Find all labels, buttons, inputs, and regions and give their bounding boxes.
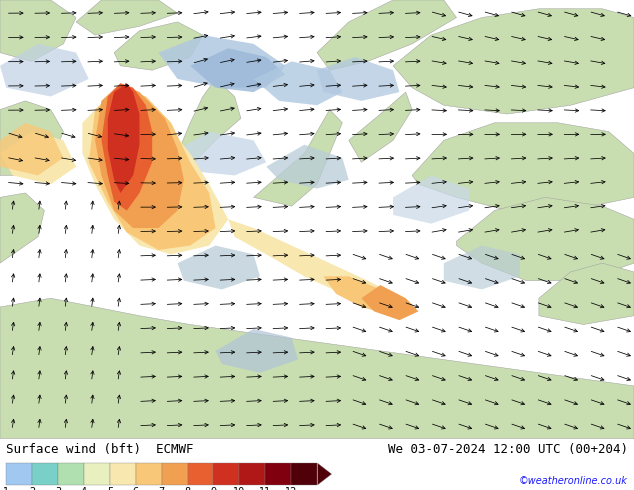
Text: Surface wind (bft)  ECMWF: Surface wind (bft) ECMWF — [6, 442, 194, 456]
Bar — [188, 463, 214, 485]
Bar — [136, 463, 162, 485]
FancyArrow shape — [318, 463, 332, 485]
Polygon shape — [216, 329, 298, 373]
Polygon shape — [0, 298, 634, 439]
Polygon shape — [228, 220, 393, 307]
Bar — [240, 463, 265, 485]
Polygon shape — [95, 83, 184, 228]
Polygon shape — [146, 140, 190, 197]
Bar — [265, 463, 291, 485]
Polygon shape — [82, 97, 228, 254]
Polygon shape — [412, 123, 634, 211]
Bar — [6, 463, 32, 485]
Bar — [110, 463, 136, 485]
Bar — [291, 463, 317, 485]
Text: 2: 2 — [29, 488, 36, 490]
Text: ©weatheronline.co.uk: ©weatheronline.co.uk — [519, 476, 628, 486]
Polygon shape — [254, 61, 342, 105]
Polygon shape — [539, 263, 634, 324]
Polygon shape — [456, 197, 634, 281]
Polygon shape — [158, 35, 285, 88]
Text: 12: 12 — [285, 488, 297, 490]
Polygon shape — [254, 110, 342, 206]
Polygon shape — [0, 0, 76, 61]
Polygon shape — [178, 79, 241, 167]
Text: 6: 6 — [133, 488, 139, 490]
Polygon shape — [361, 285, 418, 320]
Bar — [162, 463, 188, 485]
Polygon shape — [0, 101, 63, 175]
Polygon shape — [0, 44, 89, 97]
Polygon shape — [76, 0, 178, 35]
Text: 7: 7 — [158, 488, 165, 490]
Bar — [32, 463, 58, 485]
Polygon shape — [108, 83, 139, 193]
Polygon shape — [0, 193, 44, 263]
Polygon shape — [444, 245, 520, 290]
Text: 3: 3 — [55, 488, 61, 490]
Text: 1: 1 — [3, 488, 10, 490]
Polygon shape — [266, 145, 349, 189]
Text: 4: 4 — [81, 488, 87, 490]
Polygon shape — [89, 88, 216, 250]
Bar — [58, 463, 84, 485]
Text: 9: 9 — [210, 488, 216, 490]
Polygon shape — [190, 48, 285, 92]
Polygon shape — [323, 276, 406, 316]
Polygon shape — [0, 123, 63, 175]
Text: We 03-07-2024 12:00 UTC (00+204): We 03-07-2024 12:00 UTC (00+204) — [387, 442, 628, 456]
Polygon shape — [317, 57, 399, 101]
Polygon shape — [178, 245, 260, 290]
Bar — [214, 463, 239, 485]
Polygon shape — [393, 175, 469, 223]
Polygon shape — [171, 132, 266, 175]
Text: 11: 11 — [259, 488, 271, 490]
Polygon shape — [349, 92, 412, 162]
Polygon shape — [0, 132, 76, 184]
Text: 10: 10 — [233, 488, 245, 490]
Text: 8: 8 — [184, 488, 191, 490]
Polygon shape — [114, 22, 203, 70]
Text: 5: 5 — [107, 488, 113, 490]
Polygon shape — [317, 0, 456, 70]
Bar — [84, 463, 110, 485]
Polygon shape — [393, 9, 634, 114]
Polygon shape — [101, 83, 152, 211]
